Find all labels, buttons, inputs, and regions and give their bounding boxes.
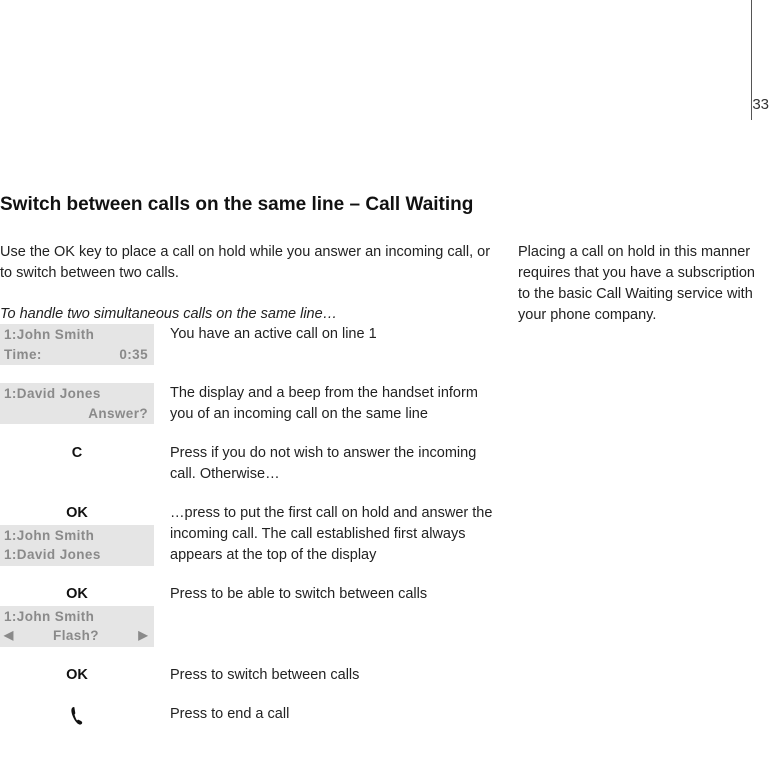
lcd-text: 1:John Smith — [4, 325, 94, 345]
lcd-line: Time: 0:35 — [4, 345, 148, 365]
lcd-text: Answer? — [88, 404, 148, 424]
lcd-text: 1:John Smith — [4, 526, 94, 546]
steps-list: 1:John Smith Time: 0:35 You have an acti… — [0, 324, 500, 726]
step-press-end: Press to end a call — [0, 704, 500, 726]
intro-text: Use the OK key to place a call on hold w… — [0, 242, 500, 284]
triangle-left-icon: ◀ — [4, 627, 14, 644]
lcd-line: 1:David Jones — [4, 545, 148, 565]
step-desc: …press to put the first call on hold and… — [170, 503, 500, 566]
step-desc: You have an active call on line 1 — [170, 324, 500, 345]
step-left: OK — [0, 665, 170, 684]
lcd-display: 1:John Smith 1:David Jones — [0, 525, 154, 566]
page-title: Switch between calls on the same line – … — [0, 194, 775, 216]
key-label-ok: OK — [0, 584, 154, 603]
lcd-line: 1:John Smith — [4, 607, 148, 627]
main-column: Use the OK key to place a call on hold w… — [0, 242, 500, 726]
step-desc: Press to be able to switch between calls — [170, 584, 500, 605]
lcd-text: Flash? — [53, 626, 99, 646]
handset-icon — [0, 704, 154, 726]
step-left: 1:John Smith Time: 0:35 — [0, 324, 170, 365]
lcd-display: 1:David Jones Answer? — [0, 383, 154, 424]
lcd-line: Answer? — [4, 404, 148, 424]
step-press-ok-hold: OK 1:John Smith 1:David Jones …press to … — [0, 503, 500, 566]
step-left — [0, 704, 170, 726]
triangle-right-icon: ▶ — [138, 627, 148, 644]
step-incoming: 1:David Jones Answer? The display and a … — [0, 383, 500, 425]
lcd-text: 1:David Jones — [4, 384, 101, 404]
step-desc: Press if you do not wish to answer the i… — [170, 443, 500, 485]
step-left: 1:David Jones Answer? — [0, 383, 170, 424]
key-label-ok: OK — [0, 665, 154, 684]
lcd-line: 1:John Smith — [4, 325, 148, 345]
step-desc: Press to end a call — [170, 704, 500, 725]
lcd-text: 1:John Smith — [4, 607, 94, 627]
lcd-line: 1:John Smith — [4, 526, 148, 546]
step-desc: The display and a beep from the handset … — [170, 383, 500, 425]
subheading: To handle two simultaneous calls on the … — [0, 306, 500, 322]
lcd-text: 1:David Jones — [4, 545, 101, 565]
lcd-line: ◀ Flash? ▶ — [4, 626, 148, 646]
step-active-call: 1:John Smith Time: 0:35 You have an acti… — [0, 324, 500, 365]
side-note: Placing a call on hold in this manner re… — [518, 242, 763, 326]
columns: Use the OK key to place a call on hold w… — [0, 242, 775, 726]
lcd-text: Time: — [4, 345, 42, 365]
step-left: C — [0, 443, 170, 462]
lcd-line: 1:David Jones — [4, 384, 148, 404]
step-left: OK 1:John Smith 1:David Jones — [0, 503, 170, 566]
step-left: OK 1:John Smith ◀ Flash? ▶ — [0, 584, 170, 647]
step-press-ok-enable: OK 1:John Smith ◀ Flash? ▶ — [0, 584, 500, 647]
step-desc: Press to switch between calls — [170, 665, 500, 686]
page-content: Switch between calls on the same line – … — [0, 194, 775, 726]
lcd-text: 0:35 — [119, 345, 148, 365]
lcd-display: 1:John Smith Time: 0:35 — [0, 324, 154, 365]
key-label-ok: OK — [0, 503, 154, 522]
step-press-c: C Press if you do not wish to answer the… — [0, 443, 500, 485]
lcd-display: 1:John Smith ◀ Flash? ▶ — [0, 606, 154, 647]
step-press-ok-switch: OK Press to switch between calls — [0, 665, 500, 686]
page-number: 33 — [752, 96, 769, 113]
manual-page: 33 Switch between calls on the same line… — [0, 0, 775, 781]
key-label-c: C — [0, 443, 154, 462]
